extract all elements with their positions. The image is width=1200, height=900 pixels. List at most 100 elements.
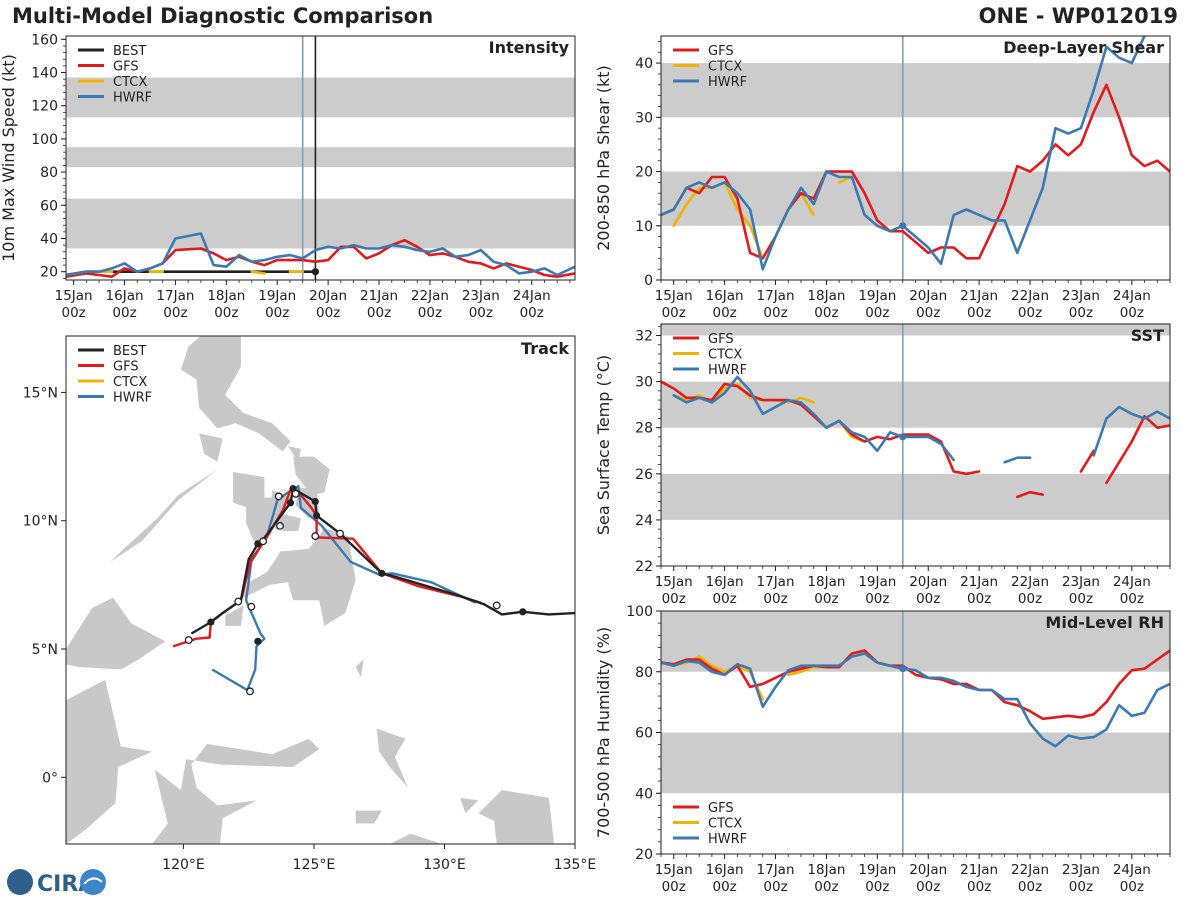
shear-xtick-label: 15Jan (655, 288, 693, 304)
shear-xtick-label-hour: 00z (712, 305, 736, 321)
shear-xtick-label-hour: 00z (814, 305, 838, 321)
cira-logo: CIRA (7, 869, 106, 897)
shear-legend-label: HWRF (708, 75, 747, 90)
shear-plot-area (661, 36, 1170, 280)
intensity-xtick-label: 15Jan (55, 288, 93, 304)
track-best-position-12z (234, 597, 243, 606)
intensity-xtick-label-hour: 00z (214, 305, 238, 321)
land-mass-19 (355, 659, 364, 678)
shear-xtick-label-hour: 00z (1069, 305, 1093, 321)
shear-xtick-label: 24Jan (1113, 288, 1151, 304)
track-best-position-12z (184, 636, 193, 644)
cira-satellite-icon (80, 869, 106, 895)
rh-xtick-label-hour: 00z (967, 879, 991, 895)
intensity-plot-area (66, 36, 575, 280)
intensity-xtick-label: 17Jan (156, 288, 194, 304)
sst-xtick-label-hour: 00z (1018, 591, 1042, 607)
sst-xtick-label-hour: 00z (712, 591, 736, 607)
land-mass-17 (460, 797, 479, 814)
rh-series-hwrf (661, 652, 1170, 748)
sst-xtick-label-hour: 00z (662, 591, 686, 607)
sst-band-0 (661, 473, 1170, 520)
shear-ytick-label: 40 (635, 56, 653, 72)
sst-xtick-label-hour: 00z (814, 591, 838, 607)
track-xtick-label: 130°E (423, 857, 466, 873)
sst-series-hwrf-seg-0 (672, 375, 956, 462)
shear-xtick-label-hour: 00z (916, 305, 940, 321)
sst-xtick-label: 15Jan (655, 574, 693, 590)
shear-xtick-label-hour: 00z (1018, 305, 1042, 321)
land-mass-0 (180, 336, 291, 452)
track-legend-label: BEST (113, 344, 146, 359)
rh-xtick-label-hour: 00z (916, 879, 940, 895)
rh-xtick-label: 20Jan (909, 862, 947, 878)
cira-globe-icon (7, 869, 33, 895)
shear-xtick-label: 16Jan (706, 288, 744, 304)
rh-xtick-label-hour: 00z (712, 879, 736, 895)
sst-ytick-label: 24 (635, 513, 653, 529)
land-mass-14 (376, 728, 408, 788)
intensity-band-0 (66, 198, 575, 249)
intensity-xtick-label: 19Jan (258, 288, 296, 304)
rh-xtick-label-hour: 00z (763, 879, 787, 895)
sst-series-gfs-seg-1 (1015, 490, 1045, 499)
panel-rh: 2040608010015Jan00z16Jan00z17Jan00z18Jan… (594, 604, 1171, 895)
track-best-position-12z (246, 687, 254, 696)
intensity-ylabel: 10m Max Wind Speed (kt) (0, 54, 18, 262)
intensity-legend-label: GFS (113, 60, 139, 75)
shear-xtick-label-hour: 00z (967, 305, 991, 321)
sst-xtick-label: 19Jan (858, 574, 896, 590)
land-mass-5 (246, 497, 278, 542)
shear-current-marker (899, 222, 907, 230)
shear-series-gfs (661, 83, 1170, 260)
sst-ytick-label: 32 (635, 329, 653, 345)
sst-legend-label: HWRF (708, 363, 747, 378)
intensity-series-hwrf (66, 232, 575, 277)
track-legend-label: HWRF (113, 391, 152, 406)
intensity-legend-label: CTCX (113, 75, 147, 90)
track-ytick-label: 0° (42, 770, 58, 786)
shear-xtick-label: 23Jan (1062, 288, 1100, 304)
rh-xtick-label-hour: 00z (662, 879, 686, 895)
sst-xtick-label: 17Jan (757, 574, 795, 590)
sst-xtick-label-hour: 00z (1069, 591, 1093, 607)
rh-xtick-label-hour: 00z (865, 879, 889, 895)
track-best-position-00z (286, 499, 295, 507)
sst-xtick-label-hour: 00z (916, 591, 940, 607)
track-title: Track (521, 339, 569, 358)
intensity-xtick-label: 21Jan (360, 288, 398, 304)
land-mass-9 (238, 528, 356, 626)
panel-shear: 01020304015Jan00z16Jan00z17Jan00z18Jan00… (594, 35, 1171, 321)
sst-legend-label: GFS (708, 332, 734, 347)
intensity-ytick-label: 100 (31, 132, 58, 148)
rh-legend-label: CTCX (708, 817, 742, 832)
rh-xtick-label: 17Jan (757, 862, 795, 878)
shear-ylabel: 200-850 hPa Shear (kt) (594, 65, 613, 251)
sst-xtick-label: 20Jan (909, 574, 947, 590)
shear-xtick-label-hour: 00z (865, 305, 889, 321)
intensity-xtick-label-hour: 00z (367, 305, 391, 321)
track-ytick-label: 15°N (23, 385, 58, 401)
intensity-ytick-label: 60 (40, 198, 58, 214)
shear-xtick-label: 18Jan (807, 288, 845, 304)
shear-xtick-label-hour: 00z (1120, 305, 1144, 321)
intensity-ytick-label: 160 (31, 32, 58, 48)
intensity-xtick-label-hour: 00z (316, 305, 340, 321)
sst-series-gfs-seg-2 (1079, 449, 1095, 473)
rh-xtick-label: 16Jan (706, 862, 744, 878)
storm-id-title: ONE - WP012019 (978, 4, 1178, 28)
track-best-position-12z (492, 601, 501, 610)
land-mass-20 (287, 446, 301, 462)
shear-band-0 (661, 171, 1170, 226)
shear-legend-label: CTCX (708, 60, 742, 75)
rh-legend-label: HWRF (708, 832, 747, 847)
shear-xtick-label: 19Jan (858, 288, 896, 304)
land-mass-11 (66, 597, 166, 670)
rh-xtick-label: 15Jan (655, 862, 693, 878)
intensity-ytick-label: 20 (40, 265, 58, 281)
shear-xtick-label: 22Jan (1011, 288, 1049, 304)
rh-xtick-label-hour: 00z (1120, 879, 1144, 895)
rh-band-0 (661, 732, 1170, 794)
track-best-position-12z (291, 489, 300, 498)
